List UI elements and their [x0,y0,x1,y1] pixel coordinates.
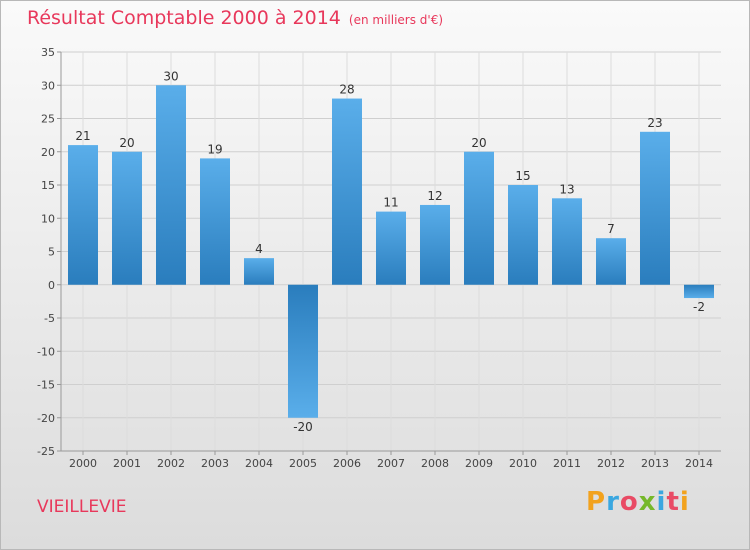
logo-letter: t [666,487,680,517]
bar-2005 [288,284,318,418]
logo-letter: r [606,487,620,517]
data-label: 30 [163,69,178,83]
x-tick-label: 2007 [377,457,405,470]
axes: 35 30 25 20 15 10 5 0 -5 -10 -15 -20 -25 2000 2001 2002… [37,46,721,470]
data-label: 4 [255,242,263,256]
data-label: 23 [647,116,662,130]
data-label: 11 [383,196,398,210]
bar-2003 [200,158,230,285]
logo-letter: i [679,487,690,517]
data-label: 12 [427,189,442,203]
x-tick-label: 2000 [69,457,97,470]
logo-letter: i [656,487,667,517]
data-label: -20 [293,420,313,434]
bar-2010 [508,185,538,285]
x-tick-label: 2014 [685,457,713,470]
x-tick-label: 2001 [113,457,141,470]
logo-letter: x [638,487,657,517]
bar-2000 [68,145,98,285]
x-tick-label: 2013 [641,457,669,470]
y-tick-label: 0 [48,279,55,292]
x-tick-label: 2011 [553,457,581,470]
x-tick-label: 2006 [333,457,361,470]
labels: 21 20 30 19 4 -20 28 11 12 20 15 13 7 23 -2 [75,69,705,434]
y-tick-label: 25 [41,113,55,126]
y-tick-label: 35 [41,46,55,59]
chart-title-text: Résultat Comptable 2000 à 2014 [27,7,341,29]
data-label: 20 [471,136,486,150]
bar-2006 [332,98,362,285]
y-tick-label: -10 [37,345,55,358]
x-tick-label: 2009 [465,457,493,470]
logo-letter: P [586,487,607,517]
logo-letter: o [619,487,639,517]
bar-2002 [156,85,186,285]
data-label: 13 [559,182,574,196]
chart-title: Résultat Comptable 2000 à 2014 (en millie… [27,7,443,29]
x-tick-label: 2012 [597,457,625,470]
x-tick-label: 2003 [201,457,229,470]
bars [68,85,714,418]
y-tick-label: -25 [37,445,55,458]
y-tick-label: 15 [41,179,55,192]
commune-name: VIEILLEVIE [37,497,127,517]
bar-2011 [552,198,582,285]
bar-2012 [596,238,626,285]
bar-2013 [640,131,670,285]
x-tick-label: 2002 [157,457,185,470]
y-tick-label: 20 [41,146,55,159]
y-tick-label: -5 [44,312,55,325]
data-label: -2 [693,300,705,314]
chart-unit: (en milliers d'€) [348,13,444,27]
proxiti-logo: Proxiti [586,487,690,517]
x-tick-label: 2010 [509,457,537,470]
data-label: 7 [607,222,615,236]
data-label: 19 [207,142,222,156]
bar-2007 [376,211,406,285]
data-label: 28 [339,83,354,97]
x-tick-label: 2008 [421,457,449,470]
bar-2004 [244,258,274,285]
x-tick-label: 2005 [289,457,317,470]
data-label: 20 [119,136,134,150]
x-tick-label: 2004 [245,457,273,470]
y-tick-label: -15 [37,379,55,392]
bar-2008 [420,204,450,285]
y-tick-label: 30 [41,79,55,92]
y-tick-label: 5 [48,246,55,259]
data-label: 15 [515,169,530,183]
y-tick-label: 10 [41,212,55,225]
data-label: 21 [75,129,90,143]
bar-2001 [112,151,142,285]
bar-2009 [464,151,494,285]
y-tick-label: -20 [37,412,55,425]
bar-2014 [684,284,714,299]
